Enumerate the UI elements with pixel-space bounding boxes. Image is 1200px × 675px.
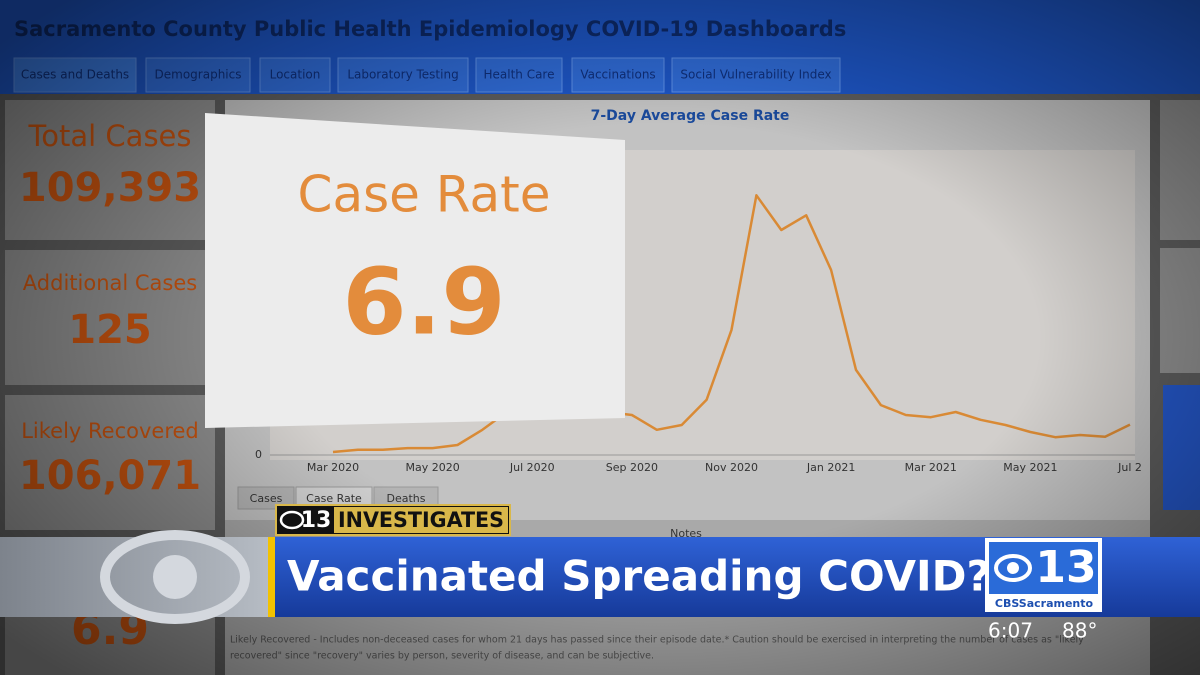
cbs-eye (153, 555, 197, 599)
logo-number: 13 (1035, 542, 1096, 593)
overlay-card (205, 113, 625, 428)
overlay-value: 6.9 (343, 248, 506, 355)
segment-label: INVESTIGATES (338, 508, 504, 532)
segment-eye (279, 510, 305, 530)
accent-bar (268, 537, 275, 617)
overlay-label: Case Rate (298, 166, 551, 224)
segment-label-bg (334, 507, 508, 533)
temperature: 88° (1062, 619, 1097, 643)
logo-eye (1007, 562, 1019, 574)
cbs-eye (100, 530, 250, 624)
time: 6:07 (988, 619, 1033, 643)
logo-eye (994, 554, 1032, 582)
headline: Vaccinated Spreading COVID? (287, 552, 991, 601)
segment-number: 13 (301, 508, 332, 533)
logo-text: CBSSacramento (995, 597, 1094, 610)
